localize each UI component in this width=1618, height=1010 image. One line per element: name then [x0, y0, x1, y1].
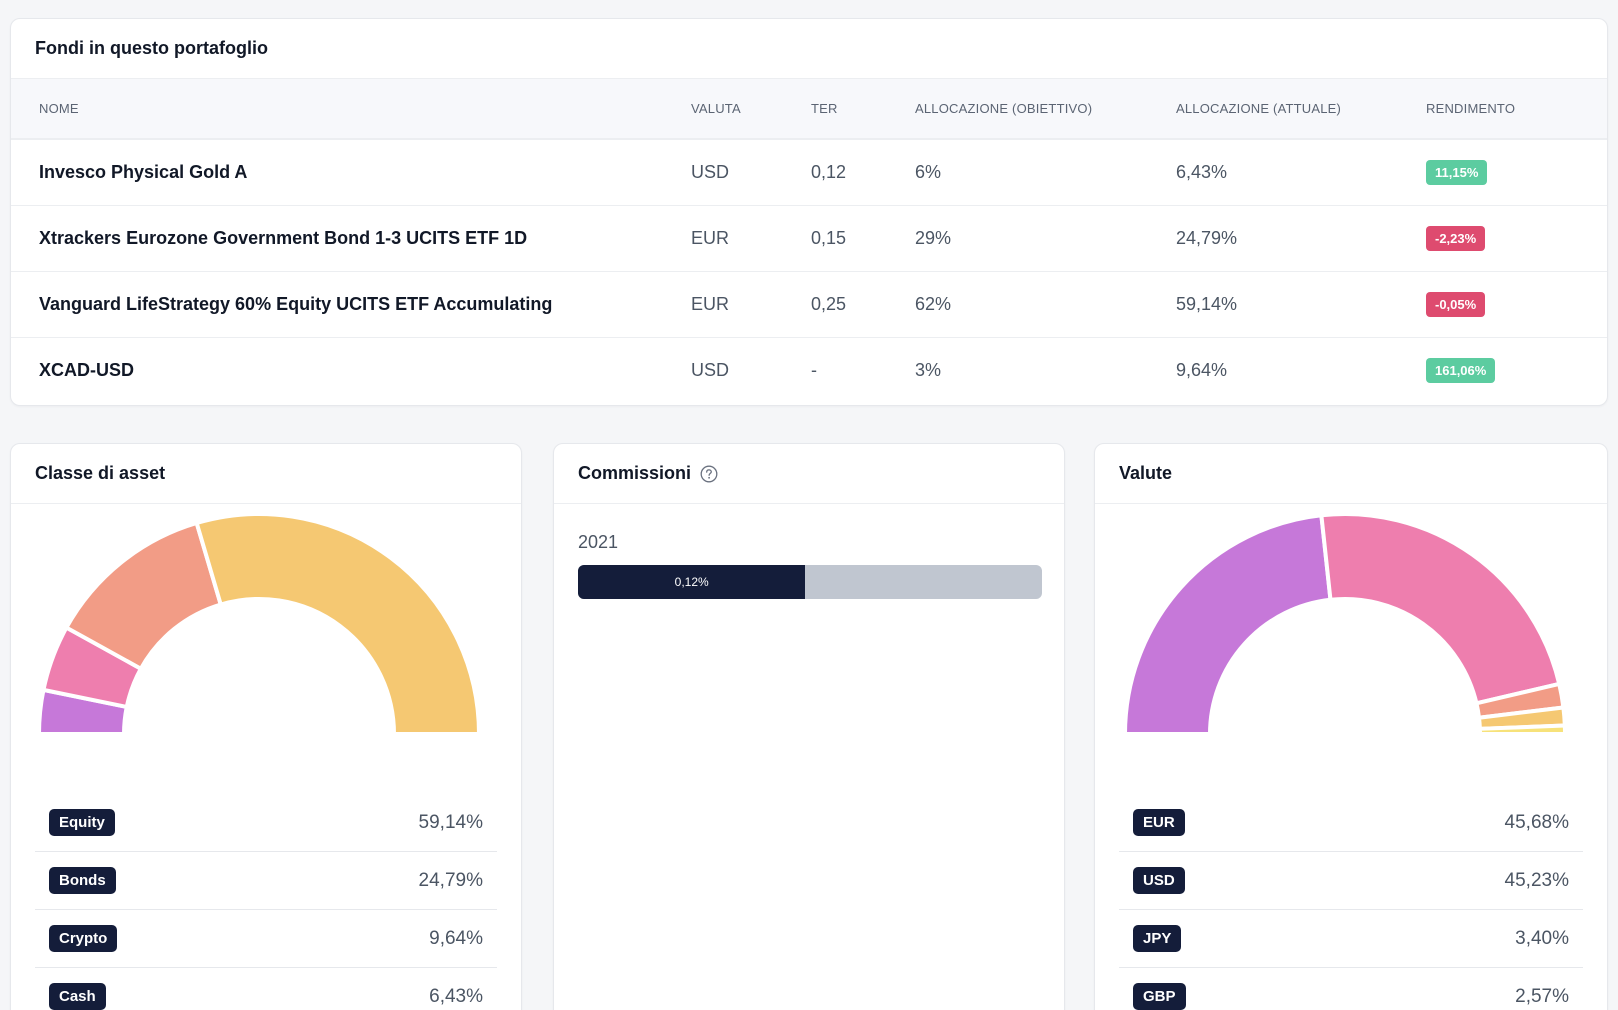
question-circle-icon[interactable] [700, 465, 718, 483]
legend-chip: Cash [49, 983, 106, 1010]
fund-ter: 0,15 [811, 205, 915, 272]
fund-ter: 0,12 [811, 139, 915, 206]
legend-value: 6,43% [429, 985, 483, 1007]
column-header-actual-allocation[interactable]: ALLOCAZIONE (ATTUALE) [1176, 79, 1426, 140]
fund-actual-allocation: 6,43% [1176, 139, 1426, 206]
currency-card: Valute EUR 45,68% USD 45,23% JPY 3,40% G… [1094, 443, 1608, 1010]
legend-chip: Equity [49, 809, 115, 836]
column-header-ter[interactable]: TER [811, 79, 915, 140]
column-header-name[interactable]: NOME [11, 79, 691, 140]
donut-slice-other-4[interactable] [1477, 723, 1567, 736]
table-header-row: NOME VALUTA TER ALLOCAZIONE (OBIETTIVO) … [11, 79, 1607, 140]
funds-card: Fondi in questo portafoglio NOME VALUTA … [10, 18, 1608, 406]
return-badge: -0,05% [1426, 291, 1486, 317]
legend-chip: USD [1133, 867, 1185, 894]
asset-class-card-title: Classe di asset [11, 444, 521, 504]
fund-currency: EUR [691, 205, 811, 272]
currency-card-title: Valute [1095, 444, 1607, 504]
table-row[interactable]: Invesco Physical Gold A USD 0,12 6% 6,43… [11, 139, 1607, 206]
asset-class-card: Classe di asset Equity 59,14% Bonds 24,7… [10, 443, 522, 1010]
donut-slice-usd[interactable] [1319, 512, 1562, 706]
legend-chip: Crypto [49, 925, 118, 952]
fund-currency: USD [691, 139, 811, 206]
legend-value: 59,14% [418, 811, 483, 833]
table-row[interactable]: Vanguard LifeStrategy 60% Equity UCITS E… [11, 271, 1607, 338]
fund-actual-allocation: 9,64% [1176, 359, 1228, 380]
return-badge: 11,15% [1426, 159, 1488, 185]
currency-half-donut-chart [1123, 512, 1567, 736]
currency-legend: EUR 45,68% USD 45,23% JPY 3,40% GBP 2,57… [1119, 794, 1583, 1010]
fee-progress-bar: 0,12% [578, 565, 1042, 599]
legend-row: EUR 45,68% [1119, 794, 1583, 852]
fund-name[interactable]: Xtrackers Eurozone Government Bond 1-3 U… [11, 205, 691, 272]
fund-name[interactable]: Vanguard LifeStrategy 60% Equity UCITS E… [11, 271, 691, 338]
return-badge: -2,23% [1426, 225, 1486, 251]
fund-target-allocation: 6% [915, 139, 1176, 206]
legend-chip: GBP [1133, 983, 1186, 1010]
legend-value: 24,79% [418, 869, 483, 891]
column-header-return[interactable]: RENDIMENTO [1426, 79, 1607, 140]
fund-ter: - [811, 359, 817, 380]
legend-chip: Bonds [49, 867, 116, 894]
legend-value: 2,57% [1515, 985, 1569, 1007]
legend-row: JPY 3,40% [1119, 910, 1583, 968]
fund-target-allocation: 29% [915, 205, 1176, 272]
legend-chip: EUR [1133, 809, 1185, 836]
fund-name[interactable]: XCAD-USD [39, 359, 135, 380]
fund-currency: USD [691, 359, 730, 380]
legend-value: 45,68% [1504, 811, 1569, 833]
asset-class-half-donut-chart [37, 512, 481, 736]
fee-progress-fill: 0,12% [578, 565, 806, 599]
donut-slice-eur[interactable] [1123, 513, 1333, 736]
funds-card-title: Fondi in questo portafoglio [11, 19, 1607, 79]
legend-value: 3,40% [1515, 927, 1569, 949]
legend-row: Cash 6,43% [35, 968, 497, 1010]
legend-row: USD 45,23% [1119, 852, 1583, 910]
return-badge: 161,06% [1426, 357, 1496, 383]
column-header-target-allocation[interactable]: ALLOCAZIONE (OBIETTIVO) [915, 79, 1176, 140]
legend-row: Crypto 9,64% [35, 910, 497, 968]
fund-ter: 0,25 [811, 271, 915, 338]
fees-card-header: Commissioni [554, 444, 1064, 504]
legend-value: 45,23% [1504, 869, 1569, 891]
fund-actual-allocation: 24,79% [1176, 205, 1426, 272]
legend-row: GBP 2,57% [1119, 968, 1583, 1010]
fund-actual-allocation: 59,14% [1176, 271, 1426, 338]
legend-chip: JPY [1133, 925, 1182, 952]
fees-card: Commissioni 2021 0,12% [553, 443, 1065, 1010]
asset-class-legend: Equity 59,14% Bonds 24,79% Crypto 9,64% … [35, 794, 497, 1010]
fee-year-label: 2021 [578, 532, 619, 552]
column-header-currency[interactable]: VALUTA [691, 79, 811, 140]
legend-row: Bonds 24,79% [35, 852, 497, 910]
table-row[interactable]: Xtrackers Eurozone Government Bond 1-3 U… [11, 205, 1607, 272]
table-row[interactable]: XCAD-USD USD - 3% 9,64% 161,06% [11, 337, 1607, 403]
fund-currency: EUR [691, 271, 811, 338]
fund-target-allocation: 62% [915, 271, 1176, 338]
fund-name[interactable]: Invesco Physical Gold A [11, 139, 691, 206]
fees-card-title: Commissioni [578, 463, 692, 483]
legend-value: 9,64% [429, 927, 483, 949]
funds-table: NOME VALUTA TER ALLOCAZIONE (OBIETTIVO) … [11, 79, 1607, 403]
legend-row: Equity 59,14% [35, 794, 497, 852]
fund-target-allocation: 3% [915, 359, 942, 380]
donut-slice-equity[interactable] [194, 512, 481, 736]
